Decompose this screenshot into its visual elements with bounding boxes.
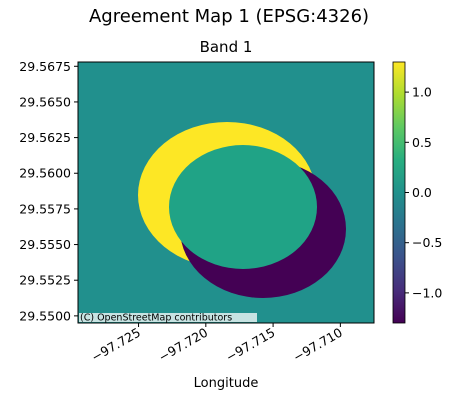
x-tick-label: −97.725 bbox=[89, 325, 143, 365]
y-tick-label: 29.5625 bbox=[19, 130, 71, 145]
colorbar-tick-label: 1.0 bbox=[412, 85, 432, 100]
attribution-text: (C) OpenStreetMap contributors bbox=[80, 313, 232, 324]
colorbar-tick-label: −1.0 bbox=[412, 285, 442, 300]
figure-title: Agreement Map 1 (EPSG:4326) bbox=[88, 6, 370, 27]
y-tick-label: 29.5675 bbox=[19, 59, 71, 74]
x-axis: −97.725 −97.720 −97.715 −97.710 bbox=[89, 323, 345, 365]
x-tick-label: −97.710 bbox=[290, 325, 344, 365]
x-axis-label: Longitude bbox=[193, 376, 259, 391]
y-axis: 29.5500 29.5525 29.5550 29.5575 29.5600 29.56… bbox=[19, 59, 78, 323]
axes-title: Band 1 bbox=[199, 38, 253, 56]
attribution-box bbox=[79, 313, 257, 322]
overlap-region bbox=[169, 145, 317, 269]
y-tick-label: 29.5575 bbox=[19, 201, 71, 216]
colorbar-tick-label: 0.5 bbox=[412, 135, 432, 150]
plot-frame bbox=[77, 61, 375, 324]
colorbar-tick-label: 0.0 bbox=[412, 185, 432, 200]
y-tick-label: 29.5550 bbox=[19, 237, 71, 252]
y-tick-label: 29.5525 bbox=[19, 273, 71, 288]
y-tick-label: 29.5650 bbox=[19, 94, 71, 109]
colorbar-axis: 1.0 0.5 0.0 −0.5 −1.0 bbox=[405, 85, 442, 300]
y-tick-label: 29.5500 bbox=[19, 308, 71, 323]
raster-layer bbox=[78, 62, 374, 323]
x-tick-label: −97.720 bbox=[156, 325, 210, 365]
colorbar bbox=[392, 61, 406, 324]
y-tick-label: 29.5600 bbox=[19, 166, 71, 181]
x-tick-label: −97.715 bbox=[223, 325, 277, 365]
colorbar-tick-label: −0.5 bbox=[412, 235, 442, 250]
